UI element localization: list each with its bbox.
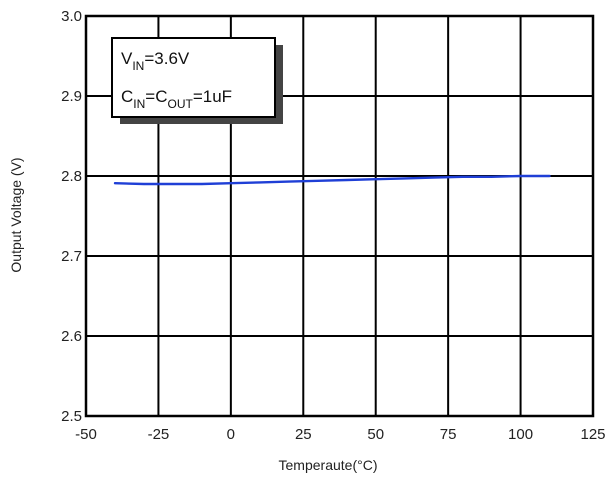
x-tick-label: 0 xyxy=(227,426,235,443)
y-tick-label: 2.8 xyxy=(61,168,82,185)
x-tick-label: 75 xyxy=(440,426,457,443)
x-tick-label: -25 xyxy=(148,426,170,443)
y-tick-label: 3.0 xyxy=(61,8,82,25)
data-point xyxy=(519,175,522,177)
y-tick-label: 2.7 xyxy=(61,248,82,265)
y-tick-label: 2.5 xyxy=(61,408,82,425)
x-tick-label: 25 xyxy=(295,426,312,443)
annotation-line-cap: CIN=COUT=1uF xyxy=(121,87,232,111)
data-point xyxy=(432,176,435,179)
data-point xyxy=(259,181,261,184)
series-line xyxy=(113,174,551,186)
data-point xyxy=(374,178,377,180)
data-point xyxy=(403,177,406,180)
data-point xyxy=(317,180,319,182)
data-point xyxy=(345,179,348,181)
annotation-box: VIN=3.6V CIN=COUT=1uF xyxy=(111,37,283,124)
data-point xyxy=(230,182,232,184)
y-tick-label: 2.6 xyxy=(61,328,82,345)
data-point xyxy=(201,183,203,185)
data-point xyxy=(143,183,145,185)
x-tick-label: 50 xyxy=(367,426,384,443)
data-point xyxy=(172,183,174,185)
x-tick-label: -50 xyxy=(75,426,97,443)
data-point xyxy=(461,176,464,178)
data-point xyxy=(490,176,493,178)
y-axis-title: Output Voltage (V) xyxy=(8,157,24,272)
data-point xyxy=(114,182,116,184)
annotation-line-vin: VIN=3.6V xyxy=(121,49,190,73)
x-axis-title: Temperaute(°C) xyxy=(279,457,378,473)
plot-area xyxy=(84,14,595,418)
x-tick-label: 100 xyxy=(508,426,533,443)
data-point xyxy=(288,180,290,183)
data-point xyxy=(548,175,551,177)
x-tick-label: 125 xyxy=(580,426,605,443)
y-tick-label: 2.9 xyxy=(61,88,82,105)
